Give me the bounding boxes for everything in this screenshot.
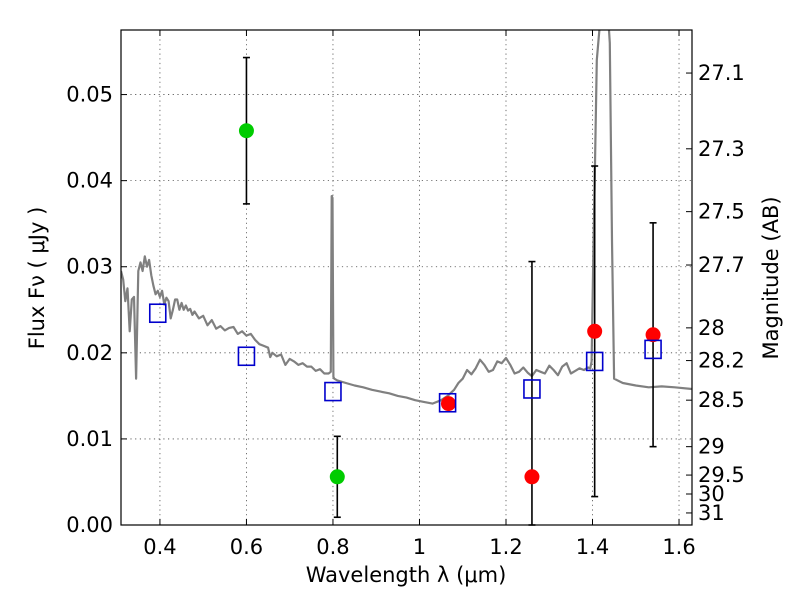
mag-tick-label: 27.3: [698, 137, 745, 161]
green-data-point: [238, 123, 254, 139]
x-tick-label: 0.8: [316, 535, 349, 559]
plot-frame: [120, 29, 693, 526]
red-data-point: [587, 323, 603, 339]
y-tick-label: 0.04: [66, 169, 113, 193]
green-data-point: [329, 469, 345, 485]
y-tick-label: 0.00: [66, 513, 113, 537]
model-band-marker: [148, 303, 167, 324]
mag-tick-label: 27.7: [698, 253, 745, 277]
model-band-marker: [324, 381, 342, 402]
model-band-marker: [237, 346, 256, 367]
x-tick-label: 0.6: [230, 535, 263, 559]
y-tick-label: 0.05: [66, 83, 113, 107]
mag-tick-label: 27.5: [698, 200, 745, 224]
mag-tick-label: 28.2: [698, 349, 745, 373]
mag-tick-label: 30: [698, 482, 725, 506]
y-tick-label: 0.02: [66, 341, 113, 365]
x-tick-label: 1.4: [576, 535, 609, 559]
model-band-marker: [523, 379, 541, 399]
axis-ticks: 0.4 0.6 0.8 1 1.2 1.4 1.6 0.00 0.01 0.02 0.03 0.04 0…: [66, 30, 745, 559]
sed-model-line: [121, 30, 692, 405]
red-data-point: [440, 396, 456, 412]
y-tick-label: 0.03: [66, 255, 113, 279]
data-markers: [148, 123, 662, 485]
right-axis-label: Magnitude (AB): [759, 196, 783, 359]
mag-tick-label: 27.1: [698, 61, 745, 85]
x-tick-label: 0.4: [143, 535, 176, 559]
model-band-marker: [438, 392, 457, 413]
x-tick-label: 1: [413, 535, 426, 559]
y-tick-label: 0.01: [66, 427, 113, 451]
mag-tick-label: 28: [698, 316, 725, 340]
x-axis-label: Wavelength λ (μm): [306, 563, 507, 587]
model-band-marker: [644, 339, 662, 360]
mag-tick-label: 31: [698, 501, 725, 525]
model-band-marker: [585, 351, 604, 372]
x-tick-label: 1.2: [489, 535, 522, 559]
y-axis-label: Flux Fν ( μJy ): [25, 207, 49, 350]
x-tick-label: 1.6: [662, 535, 695, 559]
red-data-point: [645, 327, 661, 343]
mag-tick-label: 28.5: [698, 388, 745, 412]
red-data-point: [524, 469, 540, 485]
mag-tick-label: 29.5: [698, 463, 745, 487]
mag-tick-label: 29: [698, 435, 725, 459]
sed-model-layer: [121, 30, 692, 405]
